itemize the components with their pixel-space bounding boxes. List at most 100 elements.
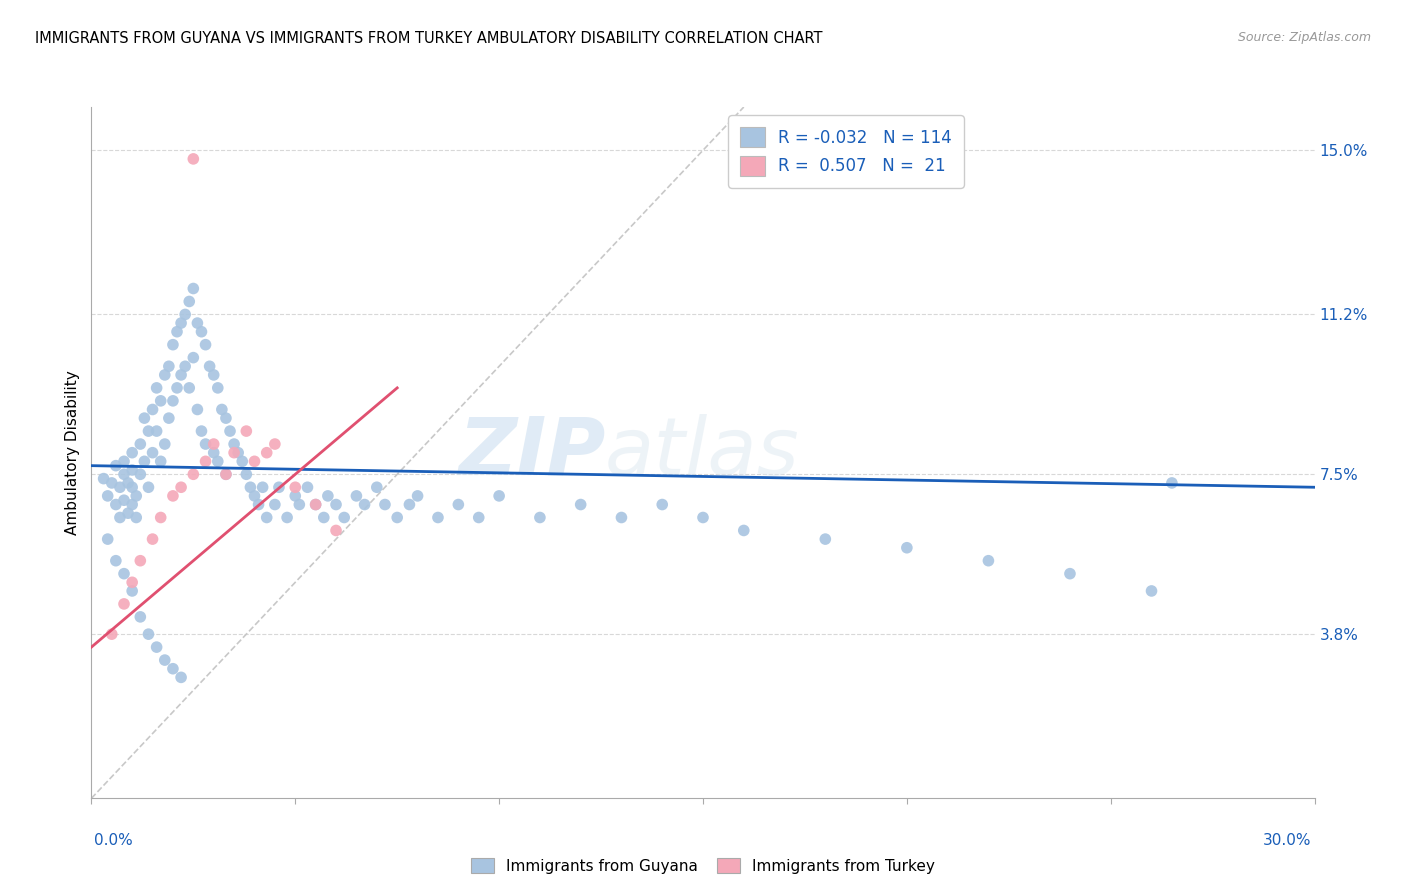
Point [101, 475, 124, 490]
Point [202, 437, 225, 451]
Point [112, 493, 135, 508]
Point [333, 510, 356, 524]
Point [264, 437, 287, 451]
Point [222, 445, 246, 460]
Point [256, 510, 278, 524]
Point [284, 489, 307, 503]
Point [215, 411, 238, 425]
Point [157, 411, 180, 425]
Point [222, 437, 246, 451]
Point [215, 467, 238, 482]
Point [170, 670, 193, 684]
Point [406, 489, 429, 503]
Point [162, 662, 184, 676]
Point [145, 381, 167, 395]
Point [183, 351, 205, 365]
Point [170, 316, 193, 330]
Point [194, 437, 217, 451]
Point [170, 480, 193, 494]
Point [121, 445, 143, 460]
Point [284, 480, 307, 494]
Point [121, 463, 143, 477]
Point [202, 368, 225, 382]
Point [153, 368, 176, 382]
Point [179, 294, 201, 309]
Point [447, 498, 470, 512]
Point [569, 498, 592, 512]
Point [239, 480, 262, 494]
Point [325, 524, 347, 538]
Point [467, 510, 491, 524]
Point [166, 381, 188, 395]
Point [264, 498, 287, 512]
Point [194, 337, 217, 351]
Point [977, 554, 1000, 568]
Text: 0.0%: 0.0% [94, 833, 134, 847]
Point [219, 424, 242, 438]
Point [252, 480, 274, 494]
Point [353, 498, 375, 512]
Text: 30.0%: 30.0% [1264, 833, 1312, 847]
Point [121, 480, 143, 494]
Point [488, 489, 510, 503]
Point [610, 510, 633, 524]
Point [108, 480, 131, 494]
Point [243, 489, 266, 503]
Point [129, 610, 152, 624]
Text: atlas: atlas [605, 414, 800, 491]
Point [190, 424, 212, 438]
Point [226, 445, 249, 460]
Point [312, 510, 335, 524]
Text: IMMIGRANTS FROM GUYANA VS IMMIGRANTS FROM TURKEY AMBULATORY DISABILITY CORRELATI: IMMIGRANTS FROM GUYANA VS IMMIGRANTS FRO… [35, 31, 823, 46]
Point [166, 325, 188, 339]
Point [325, 498, 347, 512]
Point [186, 402, 208, 417]
Point [104, 498, 127, 512]
Point [198, 359, 221, 374]
Point [104, 458, 127, 473]
Point [304, 498, 326, 512]
Point [316, 489, 339, 503]
Point [398, 498, 420, 512]
Point [112, 597, 135, 611]
Legend: R = -0.032   N = 114, R =  0.507   N =  21: R = -0.032 N = 114, R = 0.507 N = 21 [728, 115, 963, 187]
Point [97, 489, 120, 503]
Point [112, 467, 135, 482]
Point [190, 325, 212, 339]
Point [101, 627, 124, 641]
Point [121, 498, 143, 512]
Point [235, 424, 257, 438]
Point [297, 480, 319, 494]
Point [141, 445, 163, 460]
Legend: Immigrants from Guyana, Immigrants from Turkey: Immigrants from Guyana, Immigrants from … [465, 852, 941, 880]
Y-axis label: Ambulatory Disability: Ambulatory Disability [65, 370, 80, 535]
Point [125, 489, 148, 503]
Point [207, 454, 229, 468]
Point [93, 472, 115, 486]
Point [183, 281, 205, 295]
Point [183, 152, 205, 166]
Point [121, 575, 143, 590]
Point [733, 524, 755, 538]
Point [149, 393, 172, 408]
Point [134, 454, 156, 468]
Point [134, 411, 156, 425]
Point [108, 510, 131, 524]
Point [304, 498, 326, 512]
Point [346, 489, 368, 503]
Point [112, 566, 135, 581]
Point [194, 454, 217, 468]
Point [267, 480, 290, 494]
Point [117, 506, 139, 520]
Point [186, 316, 208, 330]
Point [202, 445, 225, 460]
Point [145, 640, 167, 654]
Point [162, 337, 184, 351]
Point [149, 510, 172, 524]
Point [374, 498, 396, 512]
Point [129, 554, 152, 568]
Point [174, 359, 197, 374]
Point [138, 424, 160, 438]
Point [231, 454, 253, 468]
Point [121, 583, 143, 598]
